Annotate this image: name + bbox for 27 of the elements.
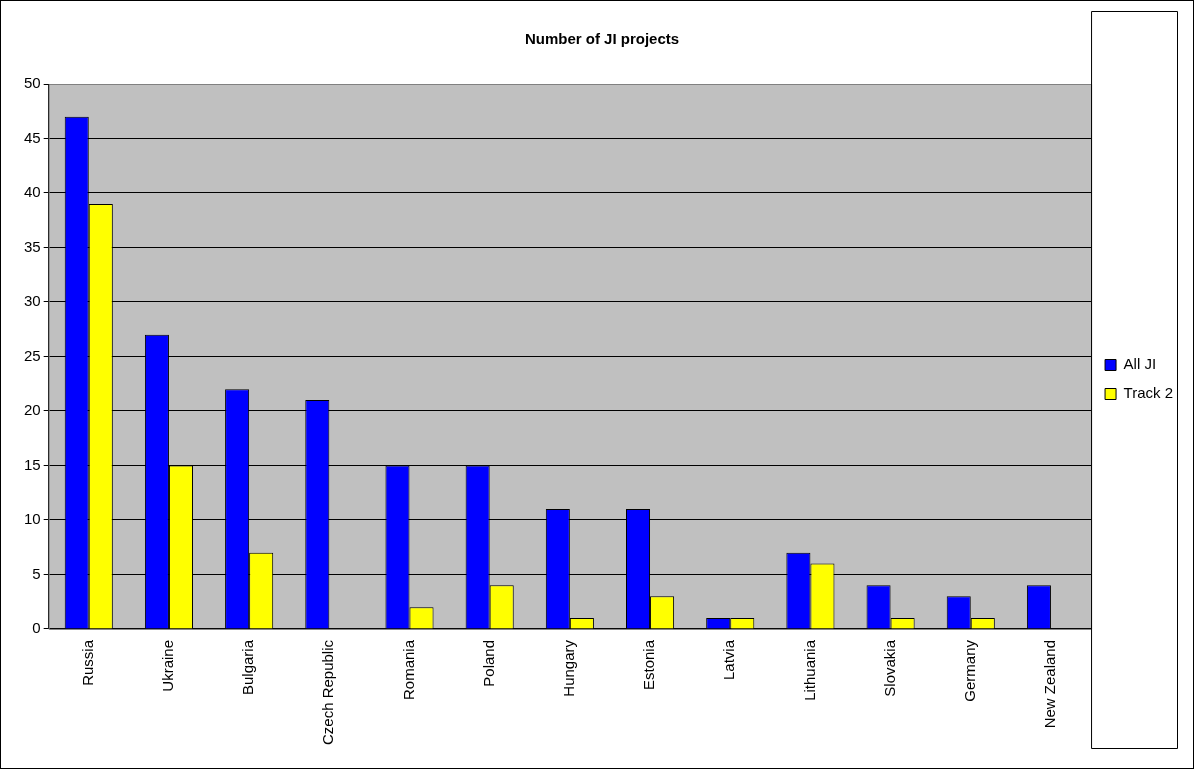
x-tick-label: Slovakia (880, 639, 898, 697)
y-tick-label: 25 (24, 346, 41, 364)
x-tick-label: Russia (78, 639, 96, 686)
y-tick-label: 50 (24, 74, 41, 92)
y-tick-label: 40 (24, 183, 41, 201)
y-tick-label: 20 (24, 401, 41, 419)
legend-label: All JI (1123, 355, 1157, 373)
y-tick-label: 10 (24, 510, 41, 528)
y-tick-label: 5 (32, 564, 41, 582)
y-tick-label: 0 (32, 619, 41, 637)
x-tick-label: Lithuania (800, 639, 818, 701)
legend-label: Track 2 (1123, 384, 1173, 402)
x-tick-label: Bulgaria (239, 639, 257, 695)
x-tick-label: Ukraine (159, 639, 177, 692)
y-tick-label: 30 (24, 292, 41, 310)
chart-title: Number of JI projects (524, 30, 680, 48)
x-tick-label: Estonia (640, 639, 658, 690)
x-tick-label: Poland (479, 639, 497, 687)
x-tick-label: New Zealand (1041, 639, 1059, 729)
x-tick-label: Hungary (560, 639, 578, 697)
y-tick-label: 15 (24, 455, 41, 473)
x-tick-label: Czech Republic (319, 639, 337, 746)
x-tick-label: Latvia (720, 639, 738, 680)
x-tick-label: Romania (399, 639, 417, 700)
x-tick-label: Germany (960, 639, 978, 702)
y-tick-label: 45 (24, 128, 41, 146)
y-tick-label: 35 (24, 237, 41, 255)
